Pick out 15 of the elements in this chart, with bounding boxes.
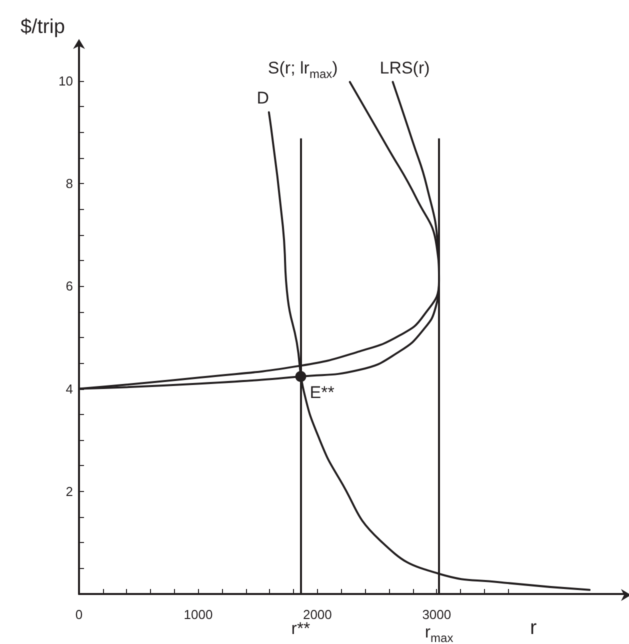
- series-label: LRS(r): [380, 58, 430, 78]
- y-axis-title: $/trip: [20, 16, 65, 38]
- x-tick-label: 0: [75, 607, 83, 622]
- y-tick-label: 8: [66, 176, 73, 192]
- ref-line-label: r**: [291, 619, 311, 638]
- y-tick-label: 4: [66, 381, 73, 396]
- x-axis-title: r: [530, 617, 537, 639]
- x-tick-label: 1000: [184, 607, 213, 622]
- y-tick-label: 10: [58, 73, 73, 88]
- y-tick-label: 6: [66, 278, 73, 294]
- series-label: D: [256, 88, 270, 108]
- x-tick-label: 2000: [302, 607, 332, 622]
- y-tick-label: 2: [66, 484, 73, 499]
- annotation: E**: [310, 382, 335, 402]
- x-tick-label: 3000: [422, 607, 452, 622]
